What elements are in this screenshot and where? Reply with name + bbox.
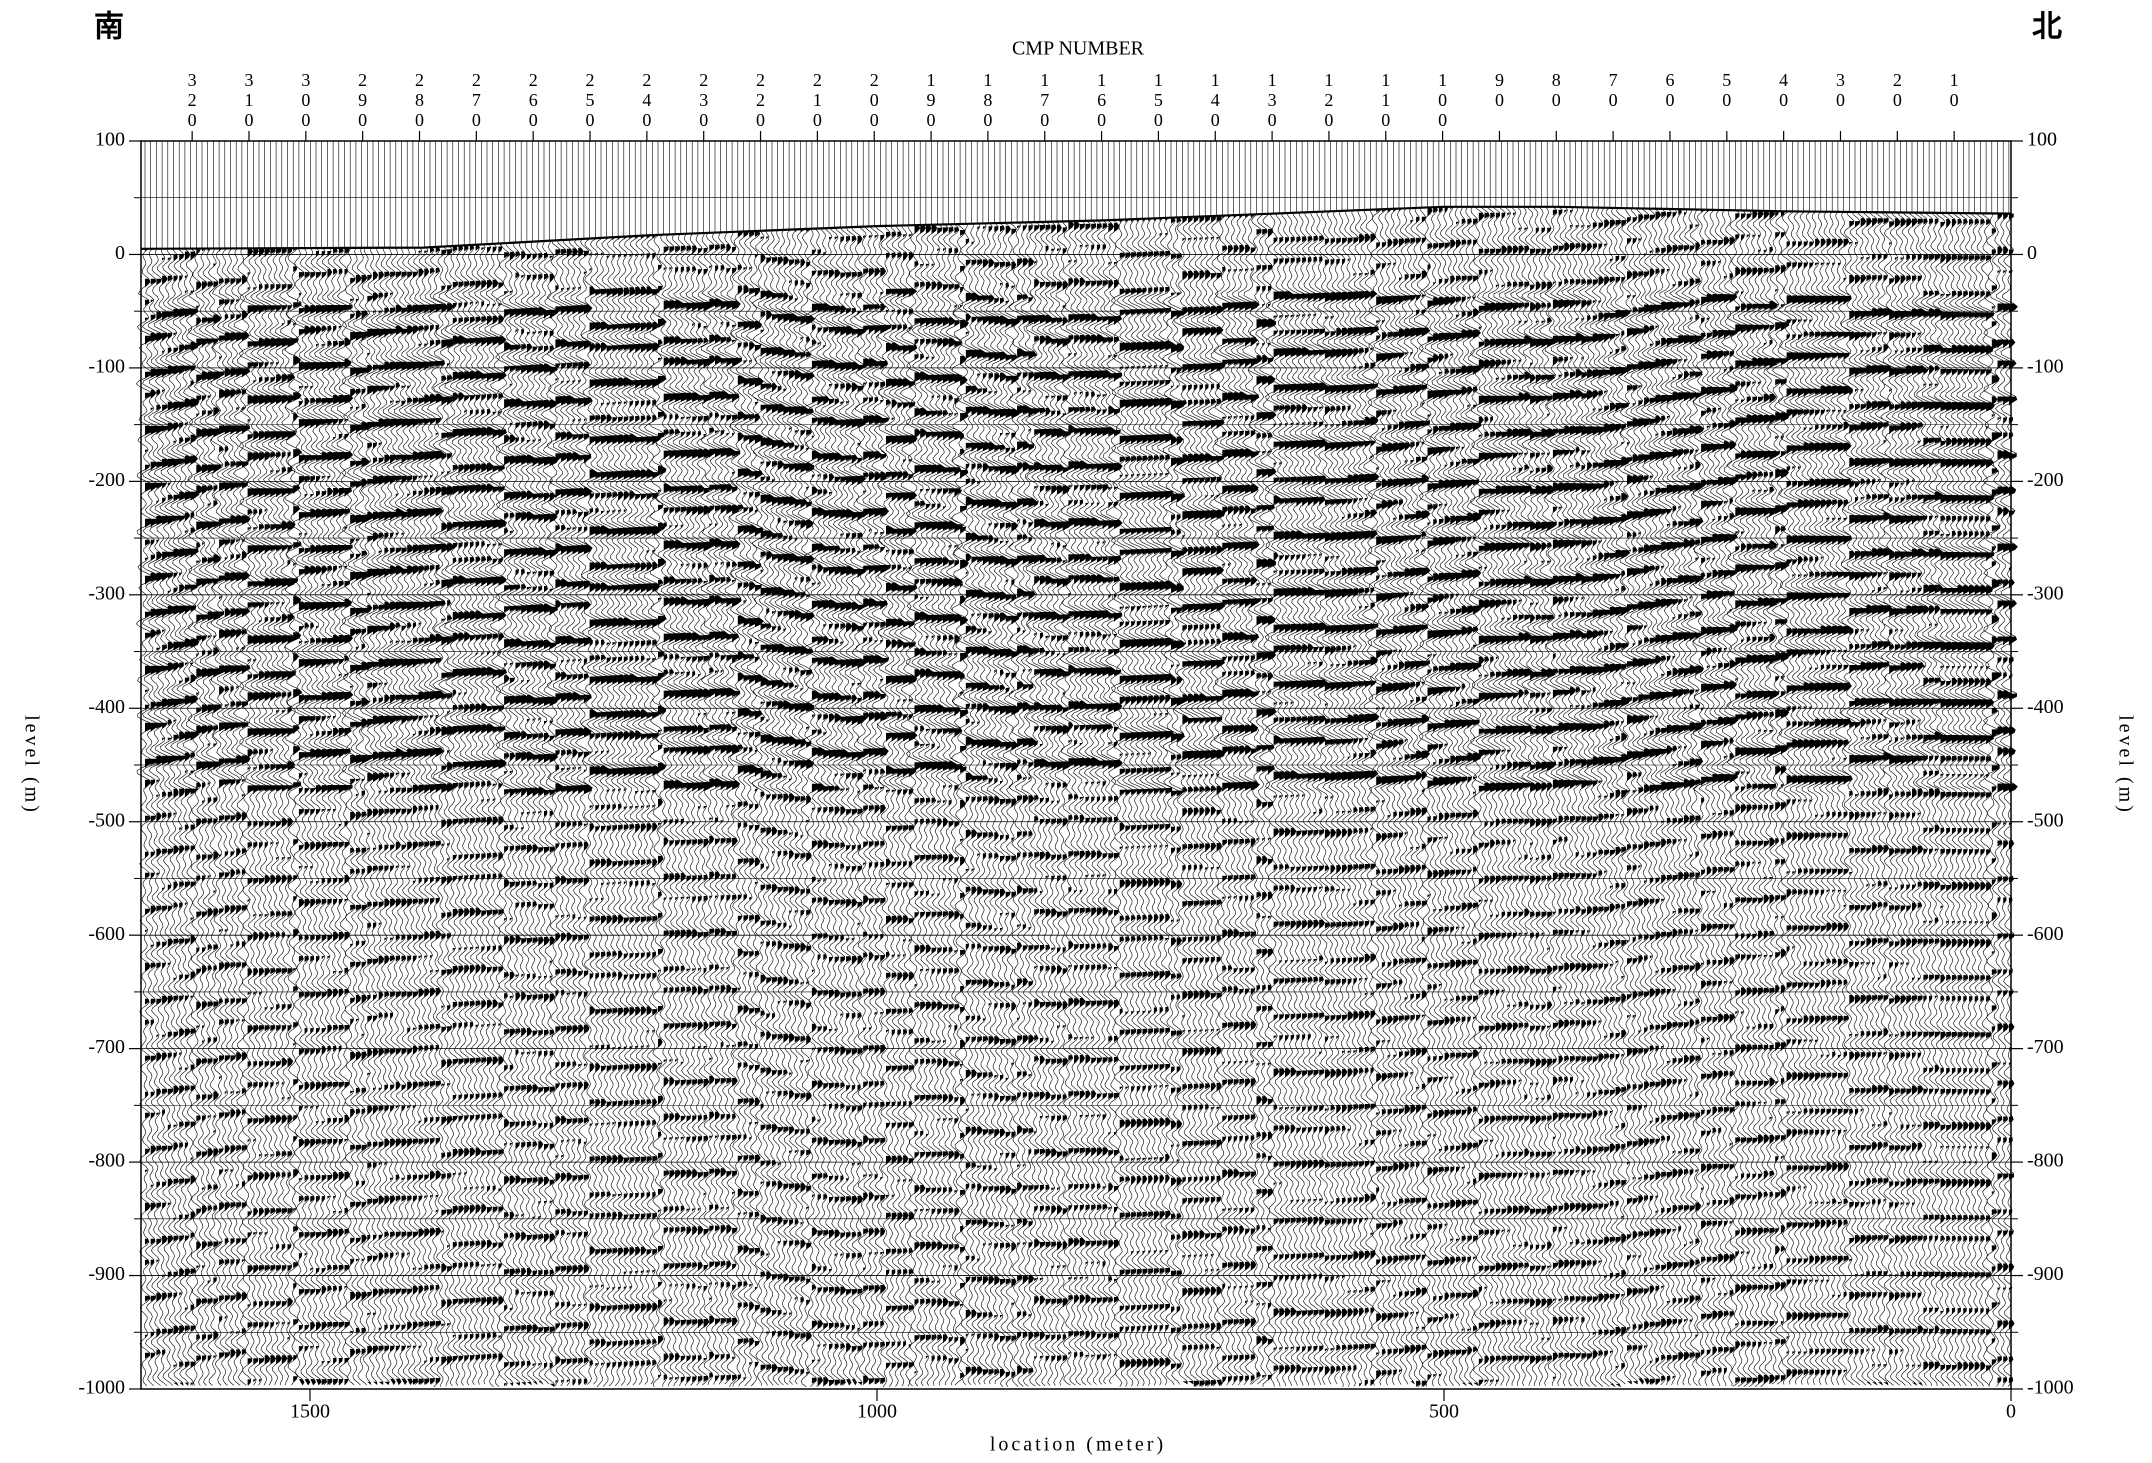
pre-surface-traces: [144, 141, 2010, 249]
cmp-tick-label: 250: [580, 70, 601, 130]
y-tick-label-right: -200: [2027, 469, 2064, 491]
y-tick-label: -300: [88, 582, 125, 604]
y-tick-label: -1000: [78, 1377, 125, 1399]
y-tick-label-right: -100: [2027, 356, 2064, 378]
cmp-tick-label: 170: [1034, 70, 1055, 130]
y-tick-label: -900: [88, 1263, 125, 1285]
cmp-tick-label: 50: [1716, 70, 1737, 110]
cmp-tick-label: 20: [1887, 70, 1908, 110]
cmp-tick-label: 220: [750, 70, 771, 130]
cmp-tick-label: 110: [1375, 70, 1396, 130]
cmp-tick-label: 270: [466, 70, 487, 130]
cmp-tick-label: 10: [1944, 70, 1965, 110]
y-tick-label: 100: [95, 129, 125, 151]
cmp-axis-title: CMP NUMBER: [1012, 38, 1145, 60]
cmp-tick-label: 70: [1603, 70, 1624, 110]
cmp-tick-label: 300: [295, 70, 316, 130]
cmp-tick-label: 140: [1205, 70, 1226, 130]
cmp-tick-label: 280: [409, 70, 430, 130]
y-tick-label: 0: [115, 242, 125, 264]
y-tick-label: -200: [88, 469, 125, 491]
y-tick-label-right: -900: [2027, 1263, 2064, 1285]
y-tick-label-right: -700: [2027, 1036, 2064, 1058]
cmp-tick-label: 150: [1148, 70, 1169, 130]
cmp-tick-label: 120: [1318, 70, 1339, 130]
y-tick-label-right: -600: [2027, 923, 2064, 945]
cmp-tick-label: 190: [921, 70, 942, 130]
x-tick-label: 1000: [857, 1401, 897, 1423]
cmp-tick-label: 30: [1830, 70, 1851, 110]
cmp-tick-label: 90: [1489, 70, 1510, 110]
seismic-fill: [145, 206, 2018, 1387]
surface-line: [140, 205, 2012, 250]
cmp-tick-label: 290: [352, 70, 373, 130]
cmp-tick-label: 100: [1432, 70, 1453, 130]
cmp-tick-label: 130: [1262, 70, 1283, 130]
y-tick-label: -700: [88, 1036, 125, 1058]
cmp-tick-label: 210: [807, 70, 828, 130]
cmp-tick-label: 80: [1546, 70, 1567, 110]
cmp-tick-label: 180: [977, 70, 998, 130]
y-tick-label: -100: [88, 356, 125, 378]
y-tick-label-right: 0: [2027, 242, 2037, 264]
cmp-tick-label: 310: [238, 70, 259, 130]
y-tick-label: -600: [88, 923, 125, 945]
cmp-tick-label: 200: [864, 70, 885, 130]
cmp-tick-label: 230: [693, 70, 714, 130]
cmp-tick-label: 40: [1773, 70, 1794, 110]
y-tick-label-right: 100: [2027, 129, 2057, 151]
cmp-tick-label: 160: [1091, 70, 1112, 130]
y-tick-label: -500: [88, 809, 125, 831]
north-label: 北: [2032, 10, 2062, 45]
y-tick-label: -800: [88, 1150, 125, 1172]
cmp-tick-label: 60: [1659, 70, 1680, 110]
cmp-tick-label: 240: [636, 70, 657, 130]
cmp-tick-label: 260: [523, 70, 544, 130]
x-axis-title: location (meter): [990, 1434, 1166, 1456]
y-tick-label-right: -800: [2027, 1150, 2064, 1172]
south-label: 南: [94, 10, 124, 45]
y-tick-label-right: -300: [2027, 582, 2064, 604]
y-tick-label-right: -500: [2027, 809, 2064, 831]
y-axis-title: level (m): [20, 715, 42, 815]
cmp-tick-label: 320: [182, 70, 203, 130]
y-tick-label: -400: [88, 696, 125, 718]
y-axis-title-right: level (m): [2114, 715, 2136, 815]
y-tick-label-right: -400: [2027, 696, 2064, 718]
plot-frame: [140, 140, 2012, 1390]
y-tick-label-right: -1000: [2027, 1377, 2074, 1399]
x-tick-label: 1500: [290, 1401, 330, 1423]
x-tick-label: 0: [2006, 1401, 2016, 1423]
x-tick-label: 500: [1429, 1401, 1459, 1423]
